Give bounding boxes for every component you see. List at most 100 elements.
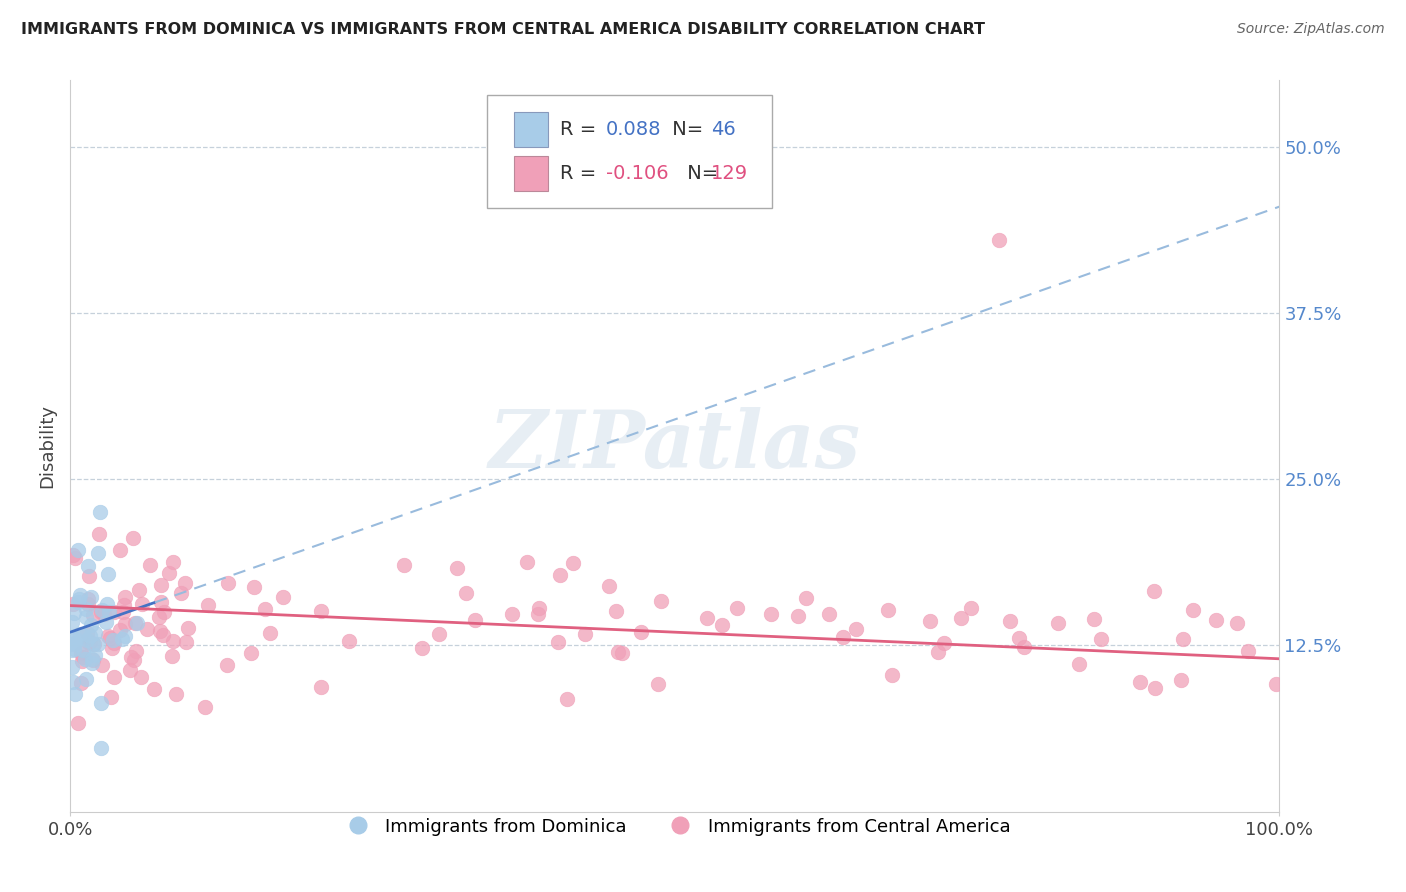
Point [1046,616,1069,631]
Point [217,575,239,590]
Point [411,641,433,656]
Point [87,545,110,559]
Point [612,646,634,660]
Point [934,636,956,650]
Point [309,604,332,618]
Point [998,614,1021,628]
Point [103,636,125,650]
Point [63,607,86,621]
Point [82,607,104,622]
Y-axis label: Disability: Disability [38,404,56,488]
Point [65,632,87,647]
Point [82,657,104,671]
Point [128,582,150,597]
Point [97,605,120,619]
Point [125,644,148,658]
Point [464,613,486,627]
Point [454,585,477,599]
Point [118,663,141,677]
Point [918,614,941,628]
Point [1012,640,1035,654]
Point [1143,584,1166,599]
Point [63,687,86,701]
Point [80,618,103,632]
Text: N=: N= [666,120,710,139]
Point [194,699,217,714]
Text: ZIPatlas: ZIPatlas [489,408,860,484]
Point [1090,632,1112,647]
Point [607,645,630,659]
Point [427,627,450,641]
Point [60,630,83,644]
Point [111,632,134,647]
Point [101,641,124,656]
Point [80,591,103,605]
Point [91,658,114,673]
Point [120,649,142,664]
Point [80,651,103,665]
Point [337,633,360,648]
Point [548,567,571,582]
Point [77,569,100,583]
Point [122,532,145,546]
Point [70,654,93,668]
Point [114,617,136,632]
Point [63,551,86,566]
Point [217,657,239,672]
Point [79,635,101,649]
Point [103,670,125,684]
Point [84,626,107,640]
Point [76,632,98,647]
Point [77,592,100,607]
Point [83,637,105,651]
Point [725,601,748,615]
Point [1129,675,1152,690]
Point [69,627,91,641]
Point [100,690,122,704]
Point [392,558,415,573]
FancyBboxPatch shape [515,156,548,191]
Point [598,579,620,593]
Point [124,616,146,631]
Point [832,630,855,644]
Point [927,644,949,658]
Point [77,636,100,650]
Point [112,606,135,620]
Point [101,632,124,647]
Point [131,670,153,684]
Point [547,635,569,649]
Text: 46: 46 [711,120,735,139]
Point [62,548,84,562]
Point [240,646,263,660]
Point [787,609,810,624]
Point [66,716,89,731]
Point [60,660,83,674]
Point [1226,616,1249,631]
Point [516,555,538,569]
Legend: Immigrants from Dominica, Immigrants from Central America: Immigrants from Dominica, Immigrants fro… [332,811,1018,843]
Text: -0.106: -0.106 [606,164,669,183]
Point [174,635,197,649]
Point [143,682,166,697]
Point [96,597,118,611]
Point [60,615,83,629]
Point [69,588,91,602]
Point [309,680,332,694]
Point [696,611,718,625]
Point [254,601,277,615]
Point [62,675,84,690]
Point [959,600,981,615]
Point [759,607,782,621]
Point [76,559,98,574]
Point [63,636,86,650]
Text: Source: ZipAtlas.com: Source: ZipAtlas.com [1237,22,1385,37]
Point [70,676,93,690]
Point [114,629,136,643]
Point [446,561,468,575]
Point [72,650,94,665]
Point [136,623,159,637]
Point [162,634,184,648]
Point [794,591,817,606]
Point [1067,657,1090,672]
Text: 129: 129 [711,164,748,183]
